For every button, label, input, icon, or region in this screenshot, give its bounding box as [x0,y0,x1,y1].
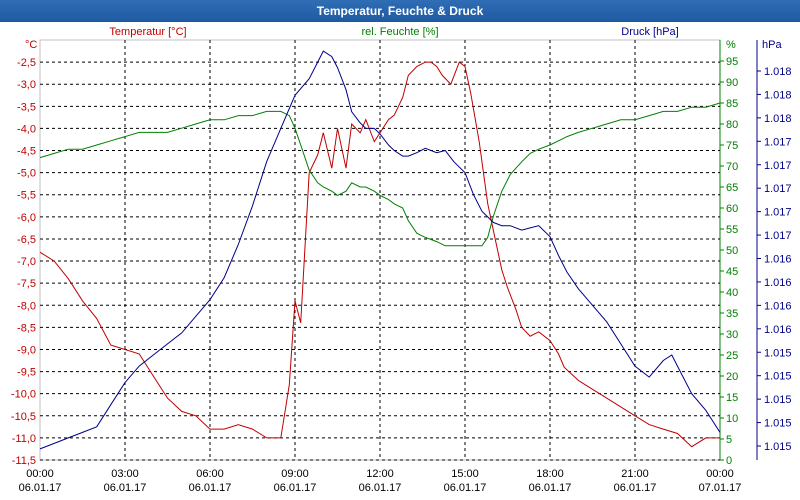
pressure-tick-label: 1.015 [764,371,792,383]
humidity-tick-label: 15 [726,392,738,404]
x-tick-date: 06.01.17 [189,482,232,494]
x-tick-time: 09:00 [281,468,309,480]
x-tick-date: 06.01.17 [614,482,657,494]
x-tick-time: 15:00 [451,468,479,480]
humidity-tick-label: 30 [726,329,738,341]
pressure-tick-label: 1.015 [764,418,792,430]
humidity-tick-label: 5 [726,434,732,446]
temperature-tick-label: -9,0 [17,344,36,356]
humidity-tick-label: 20 [726,371,738,383]
humidity-tick-label: 35 [726,308,738,320]
humidity-tick-label: 95 [726,56,738,68]
x-tick-time: 12:00 [366,468,394,480]
humidity-tick-label: 65 [726,182,738,194]
temperature-tick-label: -4,0 [17,123,36,135]
humidity-axis-title: rel. Feuchte [%] [361,26,438,38]
temperature-tick-label: -5,5 [17,190,36,202]
pressure-tick-label: 1.016 [764,300,792,312]
pressure-tick-label: 1.018 [764,113,792,125]
x-tick-time: 21:00 [621,468,649,480]
pressure-axis-title: Druck [hPa] [621,26,678,38]
humidity-tick-label: 80 [726,119,738,131]
temperature-series-line [39,61,720,448]
temperature-tick-label: -2,5 [17,57,36,69]
temperature-tick-label: -6,5 [17,234,36,246]
temperature-tick-label: -11,0 [12,433,36,445]
x-tick-time: 00:00 [26,468,54,480]
temperature-tick-label: -10,0 [11,389,36,401]
pressure-tick-label: 1.015 [764,441,792,453]
temperature-tick-label: -9,5 [17,367,36,379]
x-tick-time: 03:00 [111,468,139,480]
temperature-tick-label: -4,5 [17,146,36,158]
x-tick-time: 00:00 [706,468,734,480]
humidity-tick-label: 70 [726,161,738,173]
pressure-tick-label: 1.015 [764,347,792,359]
humidity-tick-label: 25 [726,350,738,362]
humidity-tick-label: 60 [726,203,738,215]
temperature-axis-title: Temperatur [°C] [109,26,186,38]
pressure-tick-label: 1.017 [764,136,792,148]
x-tick-date: 06.01.17 [359,482,402,494]
temperature-tick-label: -8,5 [17,322,36,334]
pressure-unit-label: hPa [762,39,782,51]
x-tick-date: 06.01.17 [444,482,487,494]
x-tick-date: 07.01.17 [699,482,742,494]
window-title: Temperatur, Feuchte & Druck [0,0,800,22]
pressure-tick-label: 1.015 [764,394,792,406]
temperature-tick-label: -8,0 [17,300,36,312]
temperature-tick-label: -10,5 [11,411,36,423]
humidity-tick-label: 75 [726,140,738,152]
pressure-tick-label: 1.017 [764,230,792,242]
humidity-tick-label: 90 [726,77,738,89]
temperature-tick-label: -5,0 [17,168,36,180]
humidity-tick-label: 85 [726,98,738,110]
pressure-tick-label: 1.017 [764,207,792,219]
x-tick-date: 06.01.17 [19,482,62,494]
pressure-tick-label: 1.017 [764,160,792,172]
pressure-tick-label: 1.017 [764,183,792,195]
humidity-tick-label: 0 [726,455,732,467]
pressure-tick-label: 1.018 [764,66,792,78]
pressure-series-line [39,50,721,450]
x-tick-date: 06.01.17 [529,482,572,494]
x-tick-time: 18:00 [536,468,564,480]
humidity-tick-label: 50 [726,245,738,257]
x-tick-time: 06:00 [196,468,224,480]
temperature-tick-label: -7,5 [17,278,36,290]
temperature-tick-label: -6,0 [17,212,36,224]
humidity-tick-label: 55 [726,224,738,236]
pressure-tick-label: 1.016 [764,254,792,266]
humidity-series-line [39,102,721,247]
chart-canvas: 00:00 06.01.17 03:00 06.01.17 06:00 06.01.17 0… [11,26,792,494]
temperature-tick-label: -3,5 [17,101,36,113]
temperature-tick-label: -7,0 [17,256,36,268]
humidity-tick-label: 10 [726,413,738,425]
temperature-unit-label: °C [25,39,37,51]
pressure-tick-label: 1.018 [764,89,792,101]
pressure-tick-label: 1.016 [764,324,792,336]
temperature-tick-label: -11,5 [12,455,36,467]
x-tick-date: 06.01.17 [274,482,317,494]
pressure-tick-label: 1.016 [764,277,792,289]
humidity-unit-label: % [726,39,736,51]
x-tick-date: 06.01.17 [104,482,147,494]
temperature-tick-label: -3,0 [17,79,36,91]
humidity-tick-label: 45 [726,266,738,278]
humidity-tick-label: 40 [726,287,738,299]
